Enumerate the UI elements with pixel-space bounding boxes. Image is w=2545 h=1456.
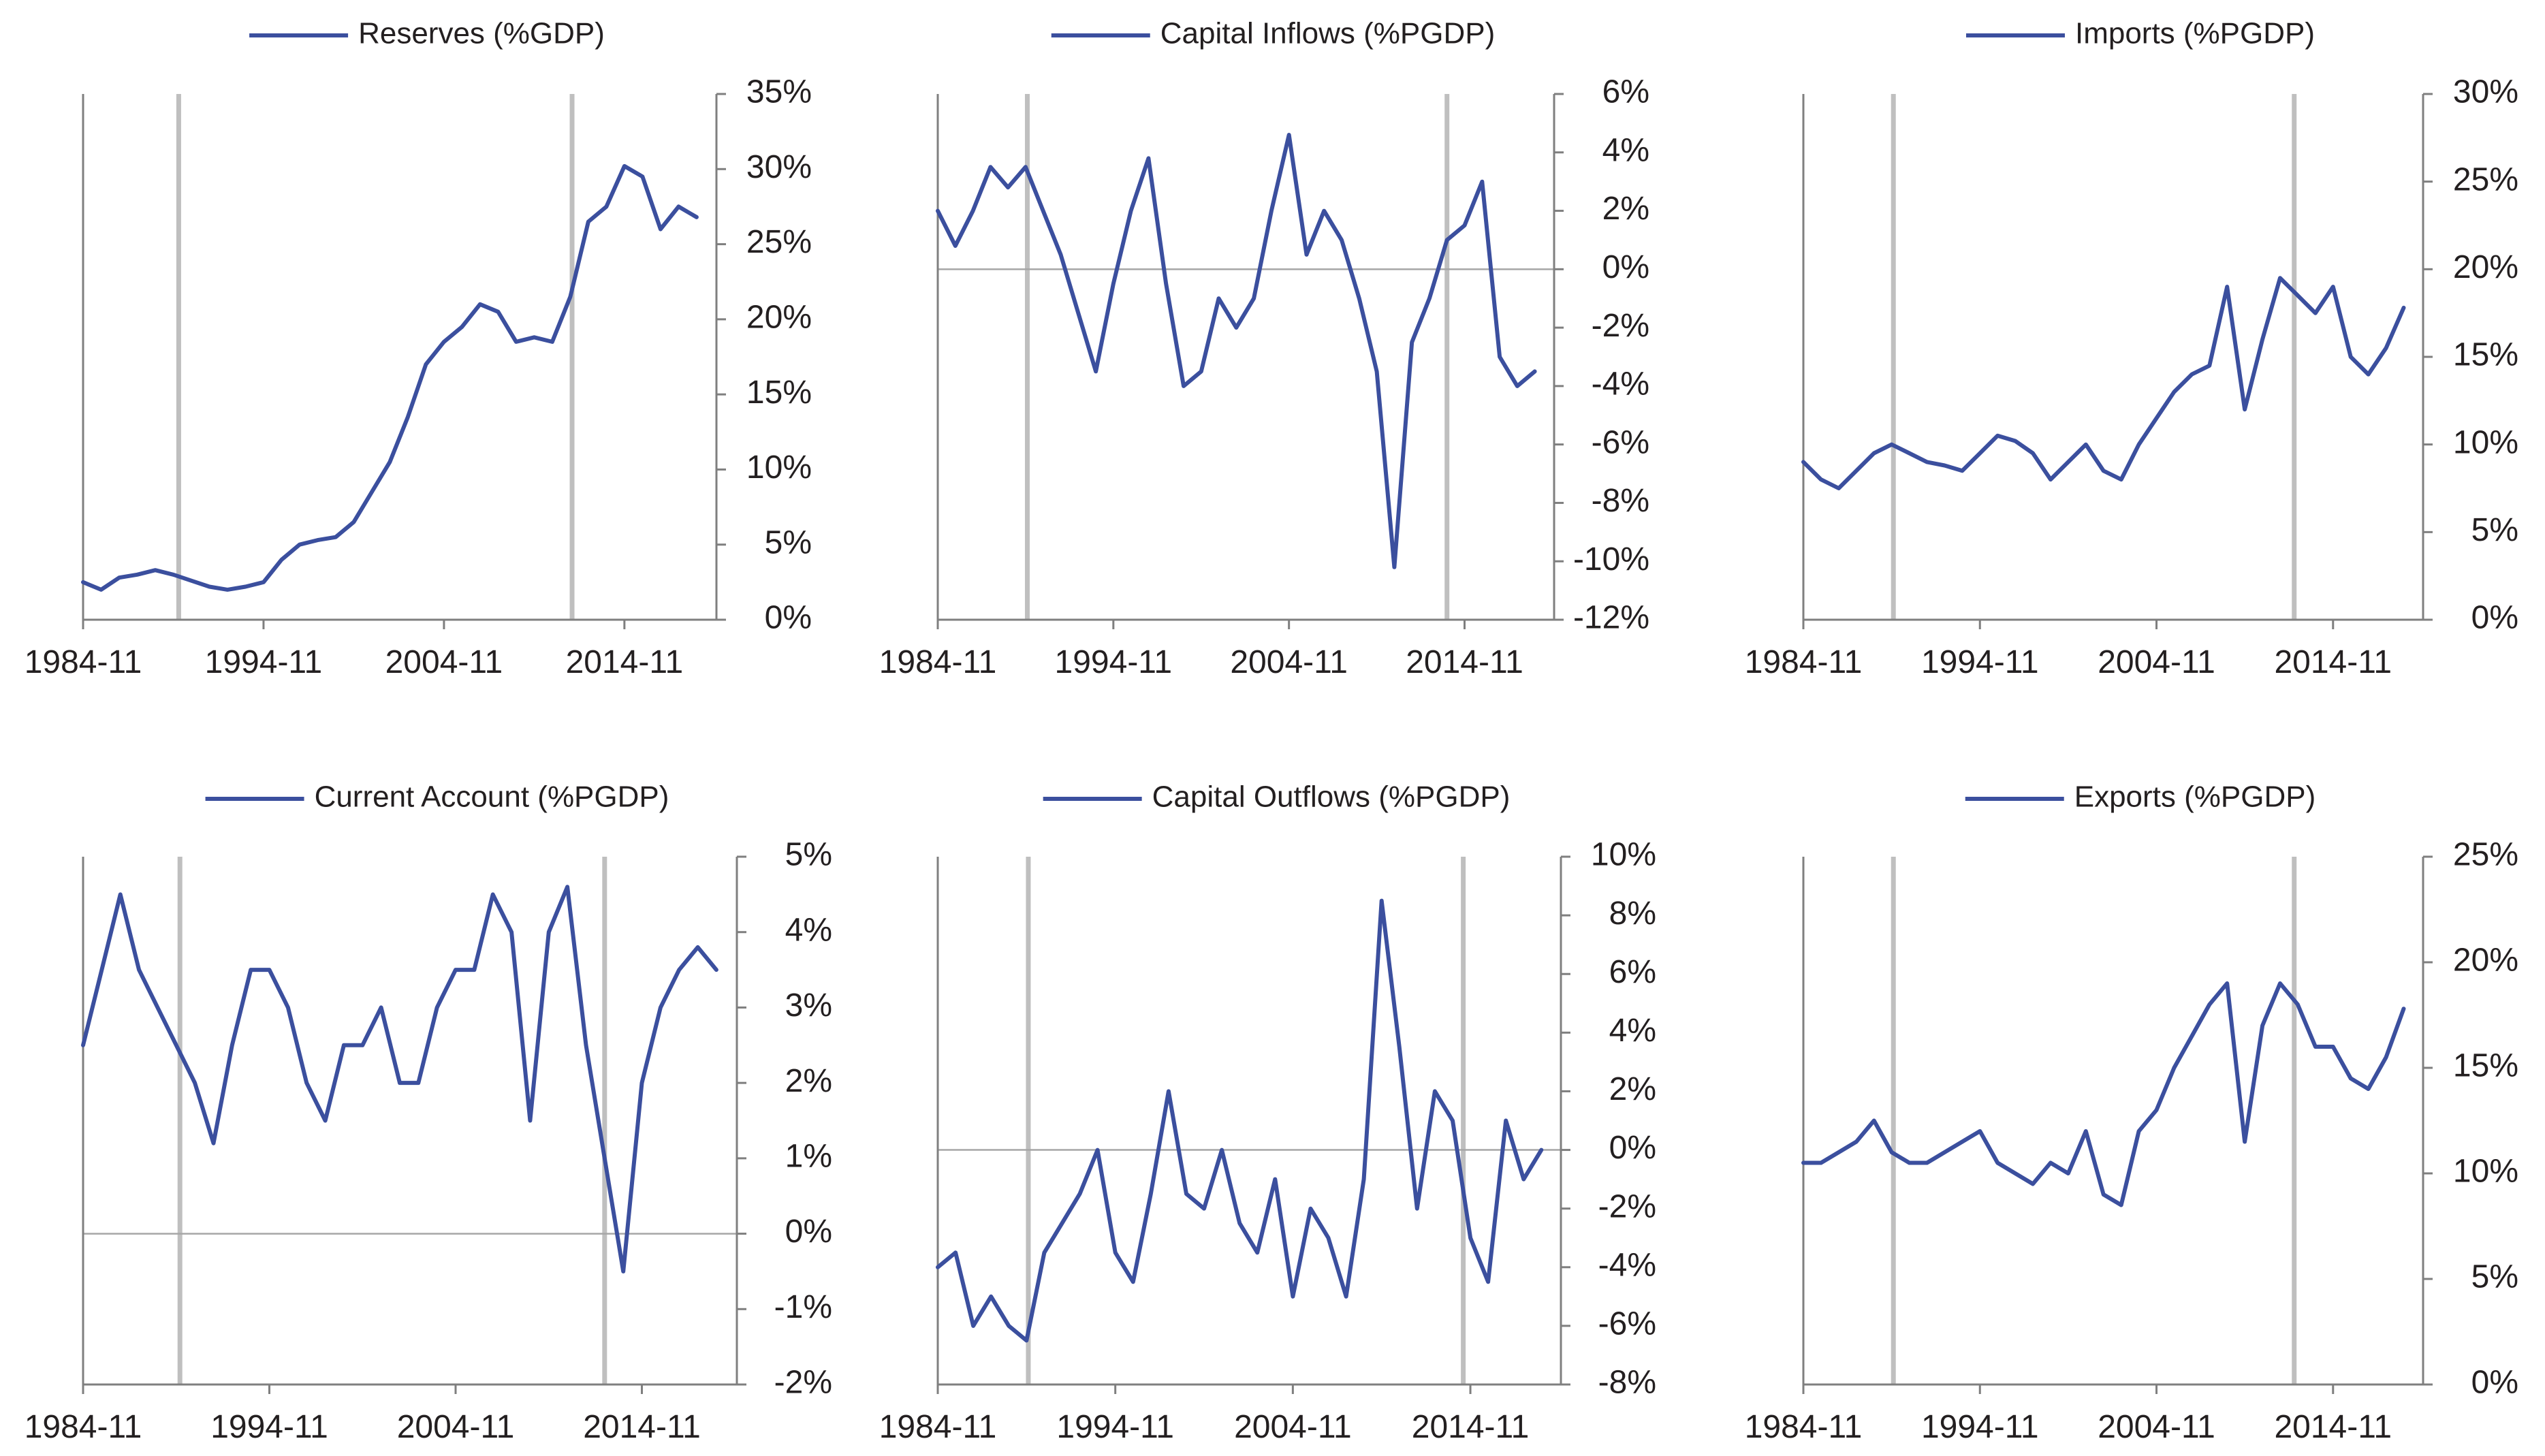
legend: Imports (%PGDP) (1965, 17, 2315, 50)
x-tick-label: 2014-11 (583, 1409, 701, 1445)
y-tick-label: 5% (785, 837, 832, 873)
x-tick-label: 2004-11 (2098, 1409, 2215, 1445)
series-line (936, 133, 1537, 569)
y-tick-label: 0% (2471, 1365, 2518, 1401)
y-tick-label: -2% (774, 1365, 832, 1401)
x-tick-label: 1984-11 (25, 1409, 142, 1445)
y-tick-label: -8% (1592, 483, 1649, 519)
x-tick-label: 1994-11 (1921, 1409, 2039, 1445)
y-tick-label: 20% (2453, 249, 2518, 285)
y-tick-label: -2% (1592, 308, 1649, 344)
y-tick-label: 4% (1609, 1013, 1656, 1049)
chart-panel-1: Reserves (%GDP) 0% 5% 10% 15% 20% 25% 30% 35% 198… (25, 17, 812, 680)
y-tick-label: 8% (1609, 896, 1656, 932)
y-tick-label: 1% (785, 1139, 832, 1175)
x-tick-label: 1994-11 (1055, 644, 1173, 680)
x-tick-label: 1994-11 (1056, 1409, 1174, 1445)
chart-panel-6: Exports (%PGDP) 0% 5% 10% 15% 20% 25% 1984-11 19… (1745, 780, 2518, 1445)
legend: Reserves (%GDP) (249, 17, 605, 50)
y-tick-label: 0% (765, 600, 812, 636)
y-tick-label: 3% (785, 987, 832, 1024)
y-tick-label: -6% (1592, 424, 1649, 460)
chart-panel-3: Imports (%PGDP) 0% 5% 10% 15% 20% 25% 30% 1984-1… (1745, 17, 2518, 680)
x-tick-label: 2004-11 (1234, 1409, 1352, 1445)
y-tick-label: 25% (746, 224, 812, 260)
y-tick-label: 6% (1602, 74, 1649, 110)
x-tick-label: 1994-11 (210, 1409, 328, 1445)
chart-panel-4: Current Account (%PGDP) -2% -1% 0% 1% 2% 3% 4% 5… (25, 780, 832, 1445)
x-tick-label: 2004-11 (2098, 644, 2215, 680)
x-tick-label: 2014-11 (2274, 644, 2392, 680)
legend: Capital Outflows (%PGDP) (1043, 780, 1511, 814)
y-tick-label: 2% (1602, 191, 1649, 227)
y-tick-label: 2% (1609, 1071, 1656, 1107)
x-tick-label: 2004-11 (397, 1409, 515, 1445)
series-line (81, 163, 699, 592)
x-tick-label: 1984-11 (1745, 1409, 1863, 1445)
y-tick-label: 10% (746, 449, 812, 486)
y-tick-label: -1% (774, 1289, 832, 1325)
chart-panel-2: Capital Inflows (%PGDP) -12% -10% -8% -6% -4%… (879, 17, 1649, 680)
x-tick-label: 1984-11 (1745, 644, 1863, 680)
x-tick-label: 2004-11 (1230, 644, 1348, 680)
x-tick-label: 1984-11 (879, 644, 997, 680)
y-tick-label: -6% (1598, 1306, 1656, 1342)
x-tick-label: 1994-11 (205, 644, 323, 680)
chart-panel-5: Capital Outflows (%PGDP) -8% -6% -4% -2% 0% 2%… (879, 780, 1656, 1445)
legend: Capital Inflows (%PGDP) (1051, 17, 1495, 50)
series-line (936, 898, 1544, 1343)
x-tick-label: 2004-11 (385, 644, 503, 680)
x-tick-label: 2014-11 (566, 644, 684, 680)
y-tick-label: -8% (1598, 1365, 1656, 1401)
y-tick-label: 20% (746, 300, 812, 336)
x-tick-label: 1984-11 (879, 1409, 997, 1445)
y-tick-label: -2% (1598, 1188, 1656, 1224)
y-tick-label: 15% (2453, 1048, 2518, 1084)
y-tick-label: 15% (746, 375, 812, 411)
y-tick-label: -10% (1573, 541, 1649, 577)
y-tick-label: 4% (1602, 132, 1649, 168)
legend-label: Capital Inflows (%PGDP) (1160, 17, 1495, 50)
y-tick-label: -12% (1573, 600, 1649, 636)
y-tick-label: 10% (2453, 424, 2518, 460)
y-tick-label: -4% (1592, 366, 1649, 402)
y-tick-label: 0% (785, 1214, 832, 1250)
x-tick-label: 1984-11 (25, 644, 142, 680)
series-line (1801, 276, 2406, 490)
x-tick-label: 2014-11 (1412, 1409, 1530, 1445)
legend-label: Exports (%PGDP) (2074, 780, 2316, 814)
legend: Current Account (%PGDP) (205, 780, 669, 814)
y-tick-label: 6% (1609, 954, 1656, 990)
legend-label: Current Account (%PGDP) (315, 780, 669, 814)
y-tick-label: 15% (2453, 337, 2518, 373)
y-tick-label: 25% (2453, 837, 2518, 873)
series-line (1801, 981, 2406, 1207)
y-tick-label: 30% (2453, 74, 2518, 110)
x-tick-label: 1994-11 (1921, 644, 2039, 680)
legend-label: Imports (%PGDP) (2075, 17, 2315, 50)
y-tick-label: 35% (746, 74, 812, 110)
y-tick-label: 10% (1591, 837, 1656, 873)
y-tick-label: 0% (2471, 600, 2518, 636)
series-line (81, 885, 718, 1273)
y-tick-label: 0% (1609, 1130, 1656, 1166)
y-tick-label: 25% (2453, 161, 2518, 197)
y-tick-label: 5% (765, 524, 812, 560)
y-tick-label: 5% (2471, 1259, 2518, 1295)
legend-label: Reserves (%GDP) (358, 17, 605, 50)
y-tick-label: 0% (1602, 249, 1649, 285)
y-tick-label: 30% (746, 149, 812, 185)
y-tick-label: 2% (785, 1063, 832, 1099)
legend: Exports (%PGDP) (1965, 780, 2316, 814)
x-tick-label: 2014-11 (1406, 644, 1523, 680)
y-tick-label: -4% (1598, 1247, 1656, 1283)
y-tick-label: 20% (2453, 943, 2518, 979)
y-tick-label: 4% (785, 912, 832, 948)
y-tick-label: 5% (2471, 512, 2518, 548)
legend-label: Capital Outflows (%PGDP) (1152, 780, 1511, 814)
y-tick-label: 10% (2453, 1154, 2518, 1190)
x-tick-label: 2014-11 (2274, 1409, 2392, 1445)
